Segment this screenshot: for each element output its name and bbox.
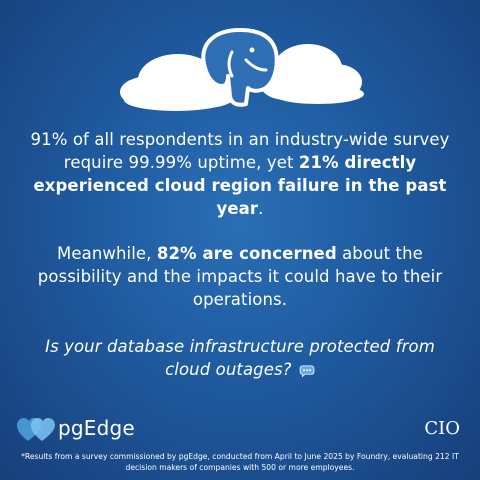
- question-paragraph: Is your database infrastructure protecte…: [20, 335, 460, 381]
- survey-footnote: *Results from a survey commissioned by p…: [21, 452, 459, 472]
- stat-paragraph-concern: Meanwhile, 82% are concerned about the p…: [20, 242, 460, 311]
- cio-logo: CIO: [424, 418, 460, 439]
- pgedge-logo: pgEdge: [16, 416, 156, 444]
- question-text: Is your database infrastructure protecte…: [45, 337, 435, 379]
- stat-paragraph-uptime: 91% of all respondents in an industry-wi…: [20, 128, 460, 220]
- pgedge-logo-text: pgEdge: [58, 416, 135, 440]
- pgedge-heart-icon: [17, 418, 55, 441]
- stat-highlight-1: 21% directly experienced cloud region fa…: [33, 153, 447, 218]
- hero-illustration: [120, 28, 364, 111]
- stat-text-1: 91% of all respondents in an industry-wi…: [30, 130, 450, 172]
- postgres-elephant-icon: [201, 28, 279, 107]
- stat-text-2: Meanwhile,: [57, 244, 157, 263]
- stat-text-1-end: .: [258, 199, 264, 218]
- speech-bubble-icon: [299, 365, 315, 377]
- stat-highlight-2: 82% are concerned: [156, 244, 337, 263]
- cloud-right: [260, 44, 364, 104]
- stat-text-2-end: about the possibility and the impacts it…: [37, 244, 443, 309]
